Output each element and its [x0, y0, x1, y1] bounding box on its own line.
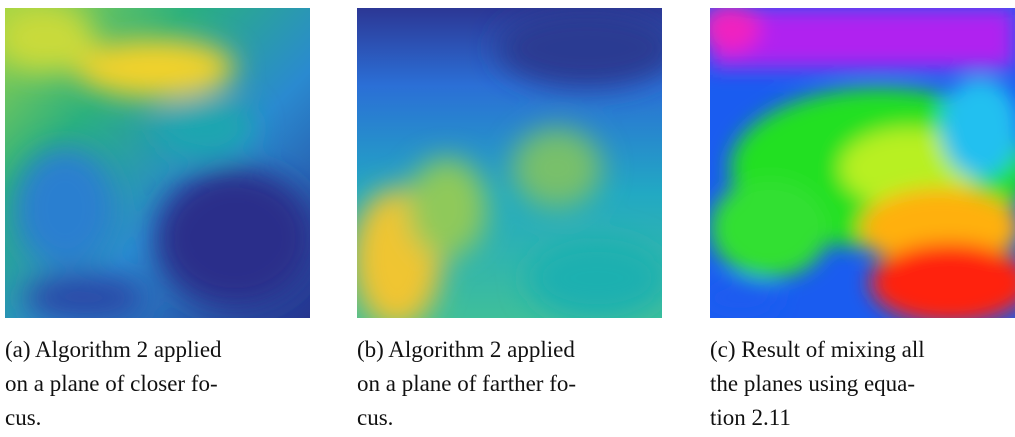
caption-line: the planes using equa-	[710, 367, 1015, 401]
caption: (b) Algorithm 2 applied on a plane of fa…	[357, 333, 677, 435]
caption: (a) Algorithm 2 applied on a plane of cl…	[5, 333, 325, 435]
caption-line: (c) Result of mixing all	[710, 333, 1015, 367]
caption-line: cus.	[5, 401, 325, 435]
mixed-planes-image	[710, 8, 1015, 318]
depth-image-farther	[357, 8, 662, 318]
caption: (c) Result of mixing all the planes usin…	[710, 333, 1015, 435]
caption-line: cus.	[357, 401, 677, 435]
caption-line: (a) Algorithm 2 applied	[5, 333, 325, 367]
caption-line: (b) Algorithm 2 applied	[357, 333, 677, 367]
depth-image-closer	[5, 8, 310, 318]
figure-c: (c) Result of mixing all the planes usin…	[710, 8, 1015, 318]
page: (a) Algorithm 2 applied on a plane of cl…	[0, 0, 1015, 437]
figure-b: (b) Algorithm 2 applied on a plane of fa…	[357, 8, 662, 318]
figure-a: (a) Algorithm 2 applied on a plane of cl…	[5, 8, 310, 318]
caption-line: on a plane of farther fo-	[357, 367, 677, 401]
caption-line: on a plane of closer fo-	[5, 367, 325, 401]
caption-line: tion 2.11	[710, 401, 1015, 435]
